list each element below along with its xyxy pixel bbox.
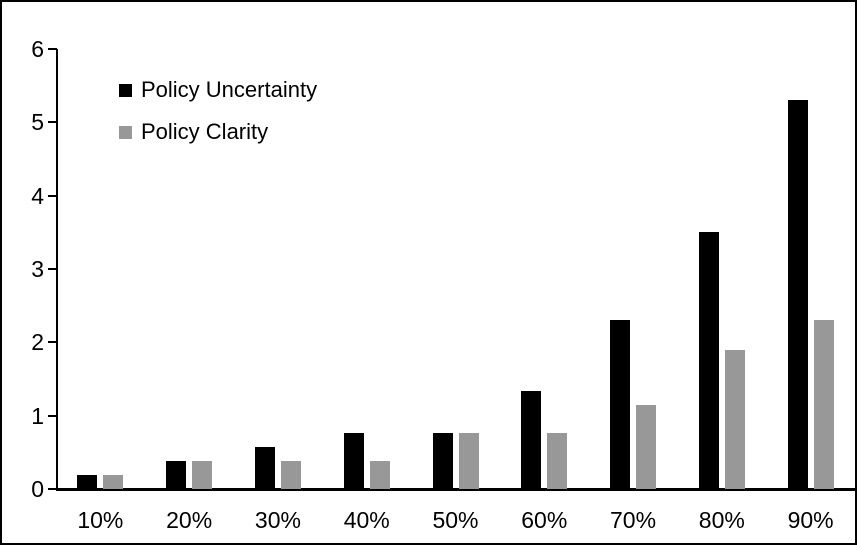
y-axis-tick (48, 341, 57, 344)
bar-policy-clarity-10% (103, 475, 124, 489)
bar-policy-uncertainty-90% (787, 100, 808, 489)
y-axis-tick-label: 1 (31, 402, 44, 429)
x-axis-line (56, 488, 855, 491)
bar-policy-clarity-30% (280, 461, 301, 489)
x-axis-category-label: 50% (432, 507, 479, 533)
legend: Policy Uncertainty Policy Clarity (119, 78, 317, 162)
legend-item-policy-clarity: Policy Clarity (119, 120, 317, 144)
bar-policy-uncertainty-80% (698, 232, 719, 489)
legend-swatch-policy-uncertainty (119, 83, 132, 97)
x-axis-category-label: 70% (610, 507, 657, 533)
bar-policy-clarity-50% (458, 432, 479, 489)
legend-label-policy-clarity: Policy Clarity (141, 119, 269, 144)
bar-policy-clarity-40% (369, 461, 390, 489)
x-axis-category-label: 10% (77, 507, 124, 533)
y-axis-tick-label: 5 (31, 109, 44, 136)
bar-policy-clarity-20% (192, 461, 213, 489)
y-axis-tick-label: 2 (31, 329, 44, 356)
y-axis-tick-label: 4 (31, 182, 44, 209)
bar-policy-uncertainty-20% (166, 461, 187, 489)
x-axis-category-label: 20% (166, 507, 213, 533)
y-axis-tick-label: 3 (31, 256, 44, 282)
y-axis-tick-label: 6 (31, 36, 44, 62)
bar-policy-clarity-80% (724, 349, 745, 489)
y-axis-tick (48, 194, 57, 197)
y-axis-tick (48, 268, 57, 270)
legend-label-policy-uncertainty: Policy Uncertainty (141, 77, 318, 102)
bar-policy-uncertainty-10% (77, 475, 98, 489)
legend-item-policy-uncertainty: Policy Uncertainty (119, 78, 317, 102)
bar-policy-clarity-90% (813, 320, 834, 489)
x-axis-category-label: 60% (521, 507, 568, 533)
bar-policy-clarity-70% (636, 404, 657, 489)
y-axis-tick (48, 414, 57, 417)
y-axis-tick-label: 0 (31, 476, 44, 502)
x-axis-category-label: 90% (787, 507, 834, 533)
bar-policy-uncertainty-50% (432, 432, 453, 489)
y-axis-line (56, 49, 58, 490)
x-axis-category-label: 30% (254, 507, 301, 533)
bar-policy-clarity-60% (547, 432, 568, 489)
bar-policy-uncertainty-60% (521, 390, 542, 489)
bar-policy-uncertainty-40% (343, 433, 364, 489)
x-axis-category-label: 80% (698, 507, 745, 533)
y-axis-tick (48, 121, 57, 124)
legend-swatch-policy-clarity (119, 125, 132, 139)
y-axis-tick (48, 488, 57, 490)
y-axis-tick (48, 48, 57, 50)
bar-policy-uncertainty-70% (610, 320, 631, 489)
x-axis-category-label: 40% (343, 507, 390, 533)
bar-policy-uncertainty-30% (254, 447, 275, 489)
